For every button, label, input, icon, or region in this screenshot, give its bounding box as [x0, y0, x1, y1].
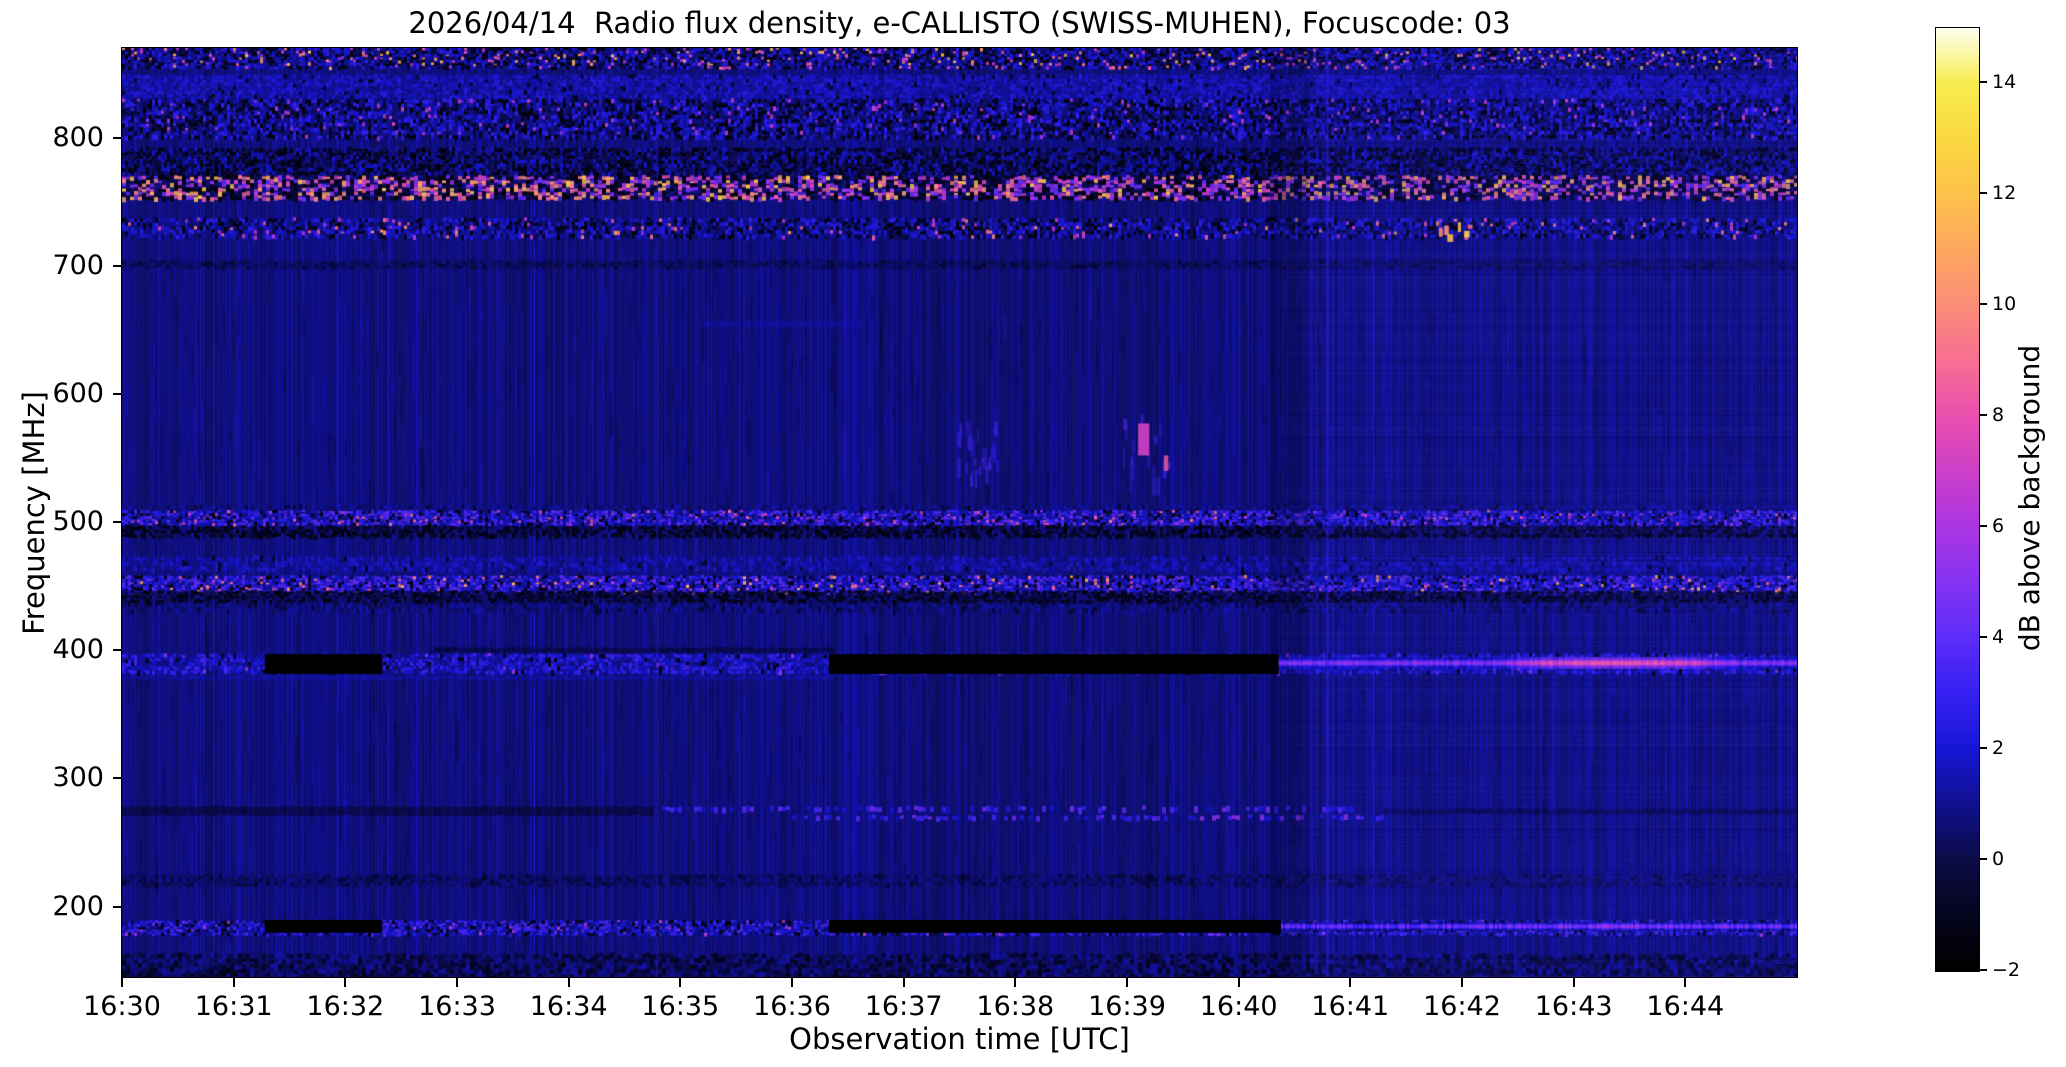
x-tick-mark: [679, 978, 682, 987]
x-axis-label: Observation time [UTC]: [789, 1022, 1130, 1056]
x-tick-label: 16:32: [306, 991, 385, 1022]
colorbar: [1935, 27, 1980, 972]
colorbar-tick-mark: [1980, 525, 1987, 528]
colorbar-tick-mark: [1980, 858, 1987, 861]
colorbar-tick-label: 6: [1992, 515, 2005, 538]
y-tick-mark: [113, 521, 122, 524]
colorbar-tick-label: 14: [1992, 71, 2017, 94]
x-tick-mark: [344, 978, 347, 987]
x-tick-label: 16:44: [1646, 991, 1725, 1022]
colorbar-tick-label: 4: [1992, 626, 2005, 649]
x-tick-label: 16:38: [976, 991, 1055, 1022]
y-tick-label: 500: [52, 506, 104, 538]
y-tick-mark: [113, 264, 122, 267]
x-tick-mark: [456, 978, 458, 987]
colorbar-tick-label: 12: [1992, 182, 2017, 205]
x-tick-mark: [121, 978, 123, 987]
y-tick-label: 700: [52, 249, 104, 281]
x-tick-label: 16:39: [1088, 991, 1166, 1022]
colorbar-tick-mark: [1980, 636, 1987, 639]
y-tick-label: 200: [52, 890, 104, 922]
x-tick-mark: [232, 978, 235, 987]
colorbar-tick-label: 10: [1992, 293, 2017, 316]
plot-area: [121, 47, 1798, 978]
x-tick-label: 16:36: [753, 991, 831, 1022]
x-tick-mark: [1126, 978, 1128, 987]
y-tick-mark: [113, 905, 122, 908]
x-tick-mark: [1237, 978, 1240, 987]
colorbar-tick-label: 2: [1992, 737, 2005, 760]
x-tick-mark: [567, 978, 570, 987]
x-tick-mark: [902, 978, 905, 987]
colorbar-tick-mark: [1980, 303, 1987, 306]
y-tick-label: 800: [52, 121, 104, 153]
x-tick-mark: [1572, 978, 1575, 987]
colorbar-tick-label: 8: [1992, 404, 2005, 427]
x-tick-label: 16:31: [194, 991, 273, 1022]
x-tick-label: 16:30: [83, 991, 161, 1022]
x-tick-label: 16:41: [1311, 991, 1390, 1022]
colorbar-label: dB above background: [2013, 344, 2046, 652]
y-tick-label: 600: [52, 377, 104, 409]
spectrogram-canvas: [122, 48, 1797, 977]
chart-title: 2026/04/14 Radio flux density, e-CALLIST…: [408, 6, 1511, 40]
x-tick-label: 16:43: [1534, 991, 1613, 1022]
colorbar-tick-mark: [1980, 747, 1987, 750]
colorbar-tick-label: 0: [1992, 848, 2005, 871]
x-tick-label: 16:34: [529, 991, 608, 1022]
x-tick-mark: [791, 978, 793, 987]
x-tick-mark: [1349, 978, 1352, 987]
y-tick-mark: [113, 649, 122, 652]
x-tick-label: 16:33: [418, 991, 496, 1022]
colorbar-tick-mark: [1980, 192, 1987, 195]
y-tick-mark: [113, 777, 122, 780]
x-tick-label: 16:42: [1423, 991, 1501, 1022]
colorbar-tick-mark: [1980, 969, 1987, 971]
x-tick-label: 16:35: [641, 991, 720, 1022]
colorbar-tick-mark: [1980, 81, 1987, 84]
x-tick-mark: [1684, 978, 1687, 987]
x-tick-label: 16:37: [864, 991, 943, 1022]
y-tick-label: 300: [52, 762, 104, 794]
x-tick-mark: [1461, 978, 1463, 987]
y-tick-mark: [113, 136, 122, 139]
x-tick-mark: [1014, 978, 1017, 987]
colorbar-tick-mark: [1980, 414, 1987, 417]
colorbar-tick-label: −2: [1992, 959, 2021, 981]
y-tick-mark: [113, 392, 122, 395]
x-tick-label: 16:40: [1199, 991, 1278, 1022]
y-tick-label: 400: [52, 634, 104, 666]
